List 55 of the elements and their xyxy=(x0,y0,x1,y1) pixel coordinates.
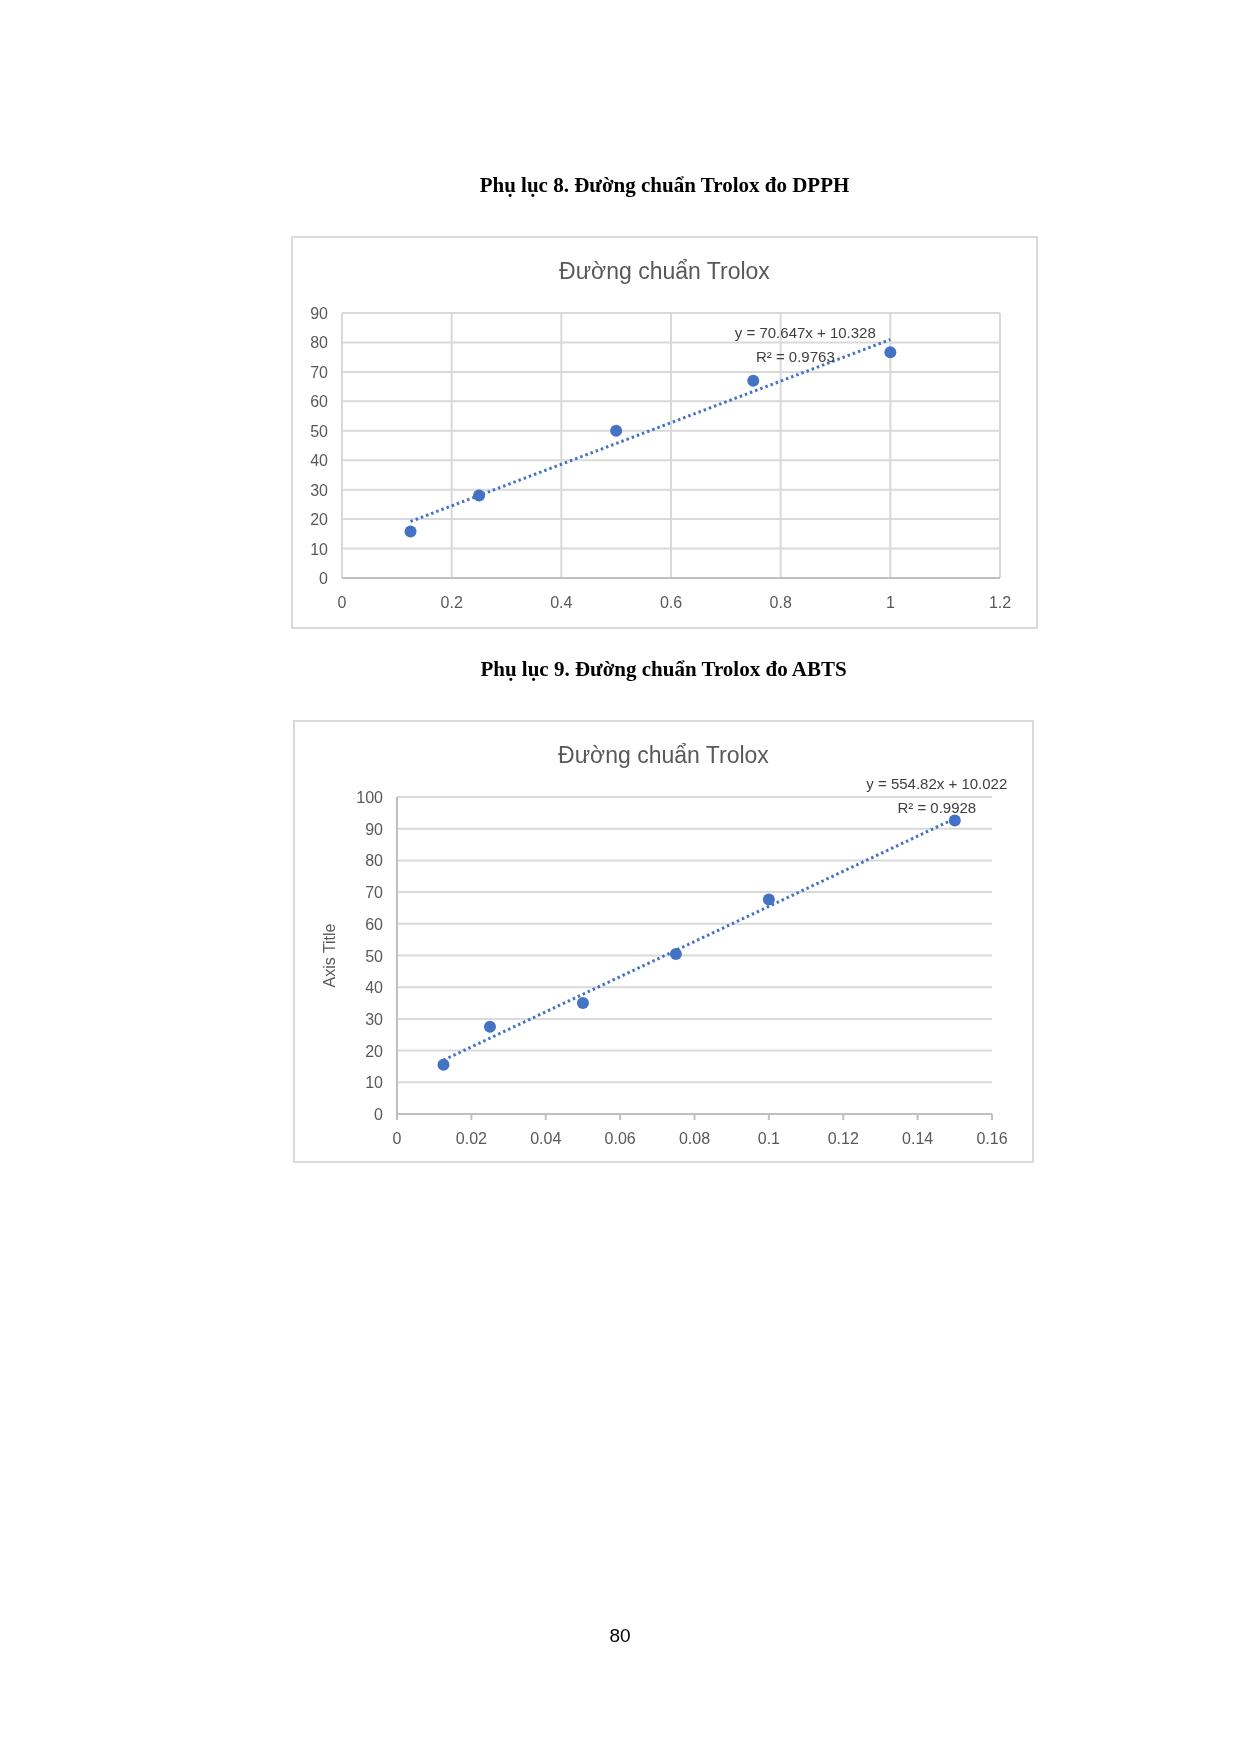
y-tick-label: 90 xyxy=(310,305,329,322)
y-tick-label: 70 xyxy=(310,363,329,381)
y-tick-label: 70 xyxy=(365,884,384,902)
y-tick-label: 50 xyxy=(310,422,329,440)
chart-subtitle: Đường chuẩn Trolox xyxy=(559,258,771,284)
x-tick-label: 0.6 xyxy=(659,594,683,611)
y-tick-label: 0 xyxy=(319,570,329,587)
text: 80 xyxy=(609,1625,631,1646)
x-tick-label: 0.04 xyxy=(530,1130,562,1147)
point xyxy=(437,1058,450,1071)
y-tick-label: 10 xyxy=(310,540,329,558)
x-tick-label: 0.1 xyxy=(757,1130,781,1147)
annotation: R² = 0.9928 xyxy=(897,798,977,816)
point xyxy=(483,1020,496,1033)
x-tick-label: 0.8 xyxy=(769,594,792,611)
annotation: y = 70.647x + 10.328 xyxy=(734,323,876,341)
y-tick-label: 0 xyxy=(374,1106,384,1123)
point xyxy=(747,374,760,387)
point xyxy=(404,525,417,538)
x-tick-label: 0.12 xyxy=(827,1130,859,1147)
chart-title: Phụ lục 8. Đường chuẩn Trolox đo DPPH xyxy=(479,173,850,197)
point xyxy=(576,997,589,1010)
y-tick-label: 10 xyxy=(365,1074,384,1092)
y-tick-label: 100 xyxy=(356,789,384,806)
annotation: R² = 0.9763 xyxy=(755,347,835,365)
y-axis-title: Axis Title xyxy=(321,923,338,988)
chart-title: Phụ lục 9. Đường chuẩn Trolox đo ABTS xyxy=(480,657,847,681)
x-tick-label: 0 xyxy=(337,594,347,611)
y-tick-label: 60 xyxy=(365,915,384,933)
point xyxy=(884,346,897,359)
x-tick-label: 0.08 xyxy=(678,1130,711,1147)
y-tick-label: 30 xyxy=(310,481,329,499)
x-tick-label: 0.14 xyxy=(902,1130,934,1147)
x-tick-label: 0 xyxy=(392,1130,402,1147)
chart-subtitle: Đường chuẩn Trolox xyxy=(558,742,770,768)
y-tick-label: 60 xyxy=(310,393,329,411)
x-tick-label: 1 xyxy=(885,594,895,611)
x-tick-label: 1.2 xyxy=(988,594,1012,611)
x-tick-label: 0.16 xyxy=(976,1130,1008,1147)
x-tick-label: 0.4 xyxy=(550,594,573,611)
y-tick-label: 40 xyxy=(365,979,384,997)
text: y = 554.82x + 10.022 xyxy=(866,774,1008,792)
point xyxy=(762,893,775,906)
point xyxy=(610,424,623,437)
y-tick-label: 50 xyxy=(365,947,384,965)
y-tick-label: 80 xyxy=(365,852,384,870)
y-tick-label: 40 xyxy=(310,452,329,470)
y-tick-label: 20 xyxy=(310,511,329,529)
x-tick-label: 0.06 xyxy=(604,1130,636,1147)
y-tick-label: 90 xyxy=(365,820,384,838)
x-tick-label: 0.2 xyxy=(440,594,463,611)
y-tick-label: 20 xyxy=(365,1042,384,1060)
y-tick-label: 30 xyxy=(365,1010,384,1028)
y-tick-label: 80 xyxy=(310,334,329,352)
x-tick-label: 0.02 xyxy=(455,1130,488,1147)
